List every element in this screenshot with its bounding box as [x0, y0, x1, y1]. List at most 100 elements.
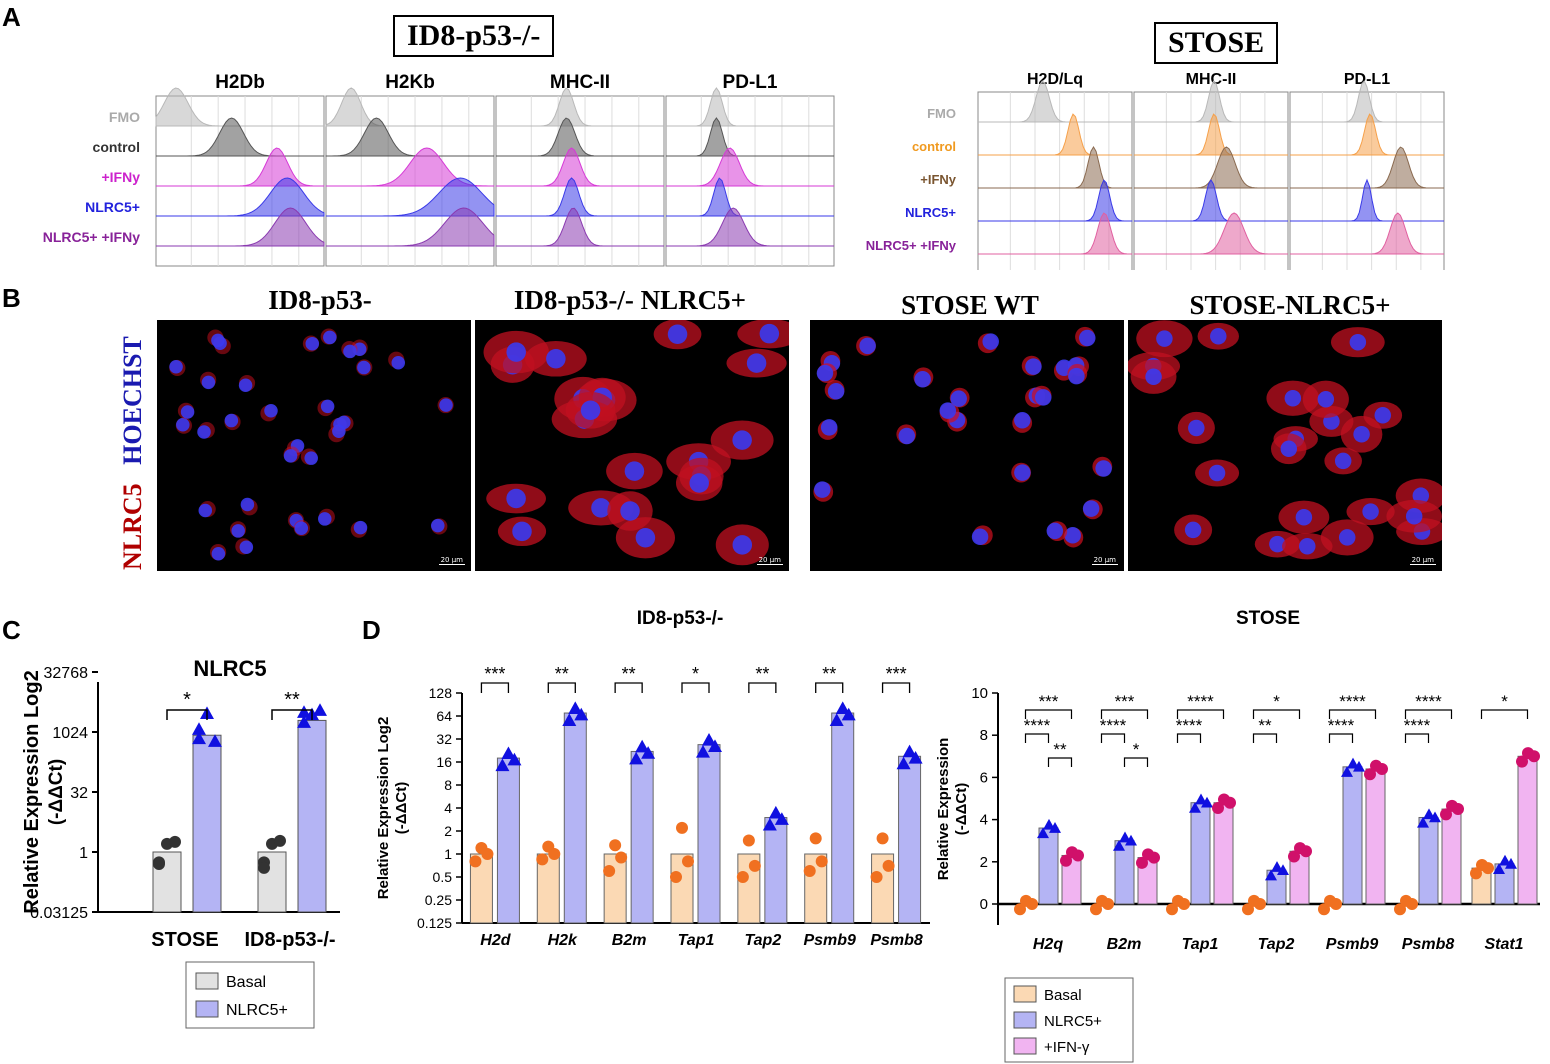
- significance-label: ***: [886, 664, 907, 684]
- data-point: [696, 745, 710, 758]
- data-point: [1212, 801, 1224, 814]
- y-tick-label: 0: [980, 896, 988, 913]
- cell-nucleus: [1046, 522, 1064, 540]
- data-point: [1224, 796, 1236, 809]
- data-point: [1195, 793, 1207, 805]
- cell-nucleus: [201, 375, 216, 390]
- significance-label: ****: [1339, 692, 1366, 711]
- id8-column-label: H2Kb: [385, 72, 435, 93]
- significance-bracket: [1404, 709, 1453, 719]
- stain-label: NLRC5 HOECHST: [118, 336, 148, 570]
- legend-label: +IFN-γ: [1044, 1039, 1090, 1056]
- significance-bracket: [748, 682, 777, 693]
- significance-bracket: [271, 709, 313, 720]
- cell-nucleus: [231, 524, 245, 538]
- data-point: [1125, 834, 1137, 846]
- y-tick-label: 32: [70, 785, 88, 802]
- data-point: [1516, 755, 1528, 768]
- cell-nucleus: [950, 390, 967, 407]
- data-point: [469, 855, 482, 868]
- stose-column-label: PD-L1: [1344, 71, 1390, 88]
- data-point: [1288, 850, 1300, 863]
- significance-bracket: [1404, 733, 1430, 743]
- id8-row-label: FMO: [109, 109, 140, 125]
- panel-letter-b: B: [2, 283, 21, 313]
- legend-label: Basal: [226, 974, 266, 991]
- data-point: [870, 871, 883, 883]
- cell-nucleus: [323, 330, 337, 345]
- significance-bracket: [1100, 709, 1149, 719]
- significance-label: ****: [1024, 716, 1051, 735]
- bar: [297, 719, 327, 913]
- data-point: [768, 805, 783, 819]
- data-point: [1189, 801, 1201, 813]
- data-point: [1376, 762, 1388, 775]
- bar: [1038, 827, 1059, 905]
- data-point: [1470, 867, 1482, 880]
- cell-nucleus: [506, 342, 526, 362]
- significance-bracket: [1047, 757, 1073, 767]
- y-tick-label: 1: [79, 845, 88, 862]
- data-point: [1201, 796, 1213, 808]
- cell-nucleus: [1280, 440, 1298, 458]
- significance-label: ****: [1100, 716, 1127, 735]
- cell-nucleus: [1068, 367, 1085, 385]
- id8-column-label: PD-L1: [723, 72, 778, 93]
- y-tick-label: 1: [444, 846, 452, 862]
- data-point: [670, 871, 682, 883]
- data-point: [1166, 903, 1178, 916]
- data-point: [1277, 864, 1289, 876]
- x-tick-label: H2d: [480, 932, 511, 949]
- scale-bar: 20 µm: [1409, 556, 1436, 565]
- stose-row-label: NLRC5+ +IFNy: [866, 238, 957, 253]
- data-point: [481, 848, 494, 860]
- x-tick-label: H2k: [548, 932, 578, 949]
- cell-nucleus: [667, 324, 688, 344]
- data-point: [615, 851, 628, 864]
- micrograph-id8-wt: 20 µm: [157, 320, 471, 571]
- cell-nucleus: [197, 425, 211, 439]
- cell-nucleus: [546, 349, 566, 369]
- significance-bracket: [1176, 733, 1202, 743]
- cell-nucleus: [624, 461, 645, 481]
- id8-column-label: H2Db: [215, 72, 265, 93]
- x-tick-label: Tap1: [1182, 936, 1219, 953]
- data-point: [1049, 822, 1061, 833]
- x-tick-label: Psmb8: [870, 932, 923, 949]
- cell-nucleus: [304, 451, 318, 465]
- y-tick-label: 0.125: [417, 915, 452, 931]
- bar: [1190, 802, 1211, 905]
- significance-label: ****: [1328, 716, 1355, 735]
- data-point: [748, 859, 761, 872]
- data-point: [835, 701, 850, 714]
- cell-nucleus: [1284, 389, 1302, 407]
- micrograph-title-1: ID8-p53-: [268, 285, 372, 315]
- cell-nucleus: [320, 399, 335, 414]
- data-point: [297, 705, 311, 718]
- cell-nucleus: [689, 473, 709, 493]
- significance-label: *: [1501, 692, 1508, 711]
- cell-nucleus: [439, 398, 453, 412]
- data-point: [1242, 903, 1254, 916]
- data-point: [258, 861, 270, 874]
- data-point: [1178, 898, 1190, 910]
- panel-a-right-title: STOSE: [1154, 22, 1279, 64]
- data-point: [736, 871, 749, 883]
- y-axis-label-unit: (-ΔΔCt): [393, 782, 410, 834]
- cell-nucleus: [1064, 527, 1081, 544]
- cell-nucleus: [1145, 368, 1162, 386]
- cell-nucleus: [1353, 425, 1370, 443]
- y-tick-label: 2: [444, 823, 452, 839]
- bar: [536, 853, 560, 924]
- significance-label: *: [692, 664, 699, 684]
- micrograph-title-3: STOSE WT: [901, 290, 1039, 320]
- cell-nucleus: [1156, 330, 1173, 347]
- y-tick-label: 32768: [44, 665, 89, 682]
- cell-nucleus: [512, 521, 532, 542]
- x-tick-label: Psmb9: [1326, 936, 1379, 953]
- cell-nucleus: [814, 481, 831, 498]
- cell-nucleus: [827, 383, 845, 400]
- significance-bracket: [614, 682, 643, 693]
- data-point: [682, 855, 694, 868]
